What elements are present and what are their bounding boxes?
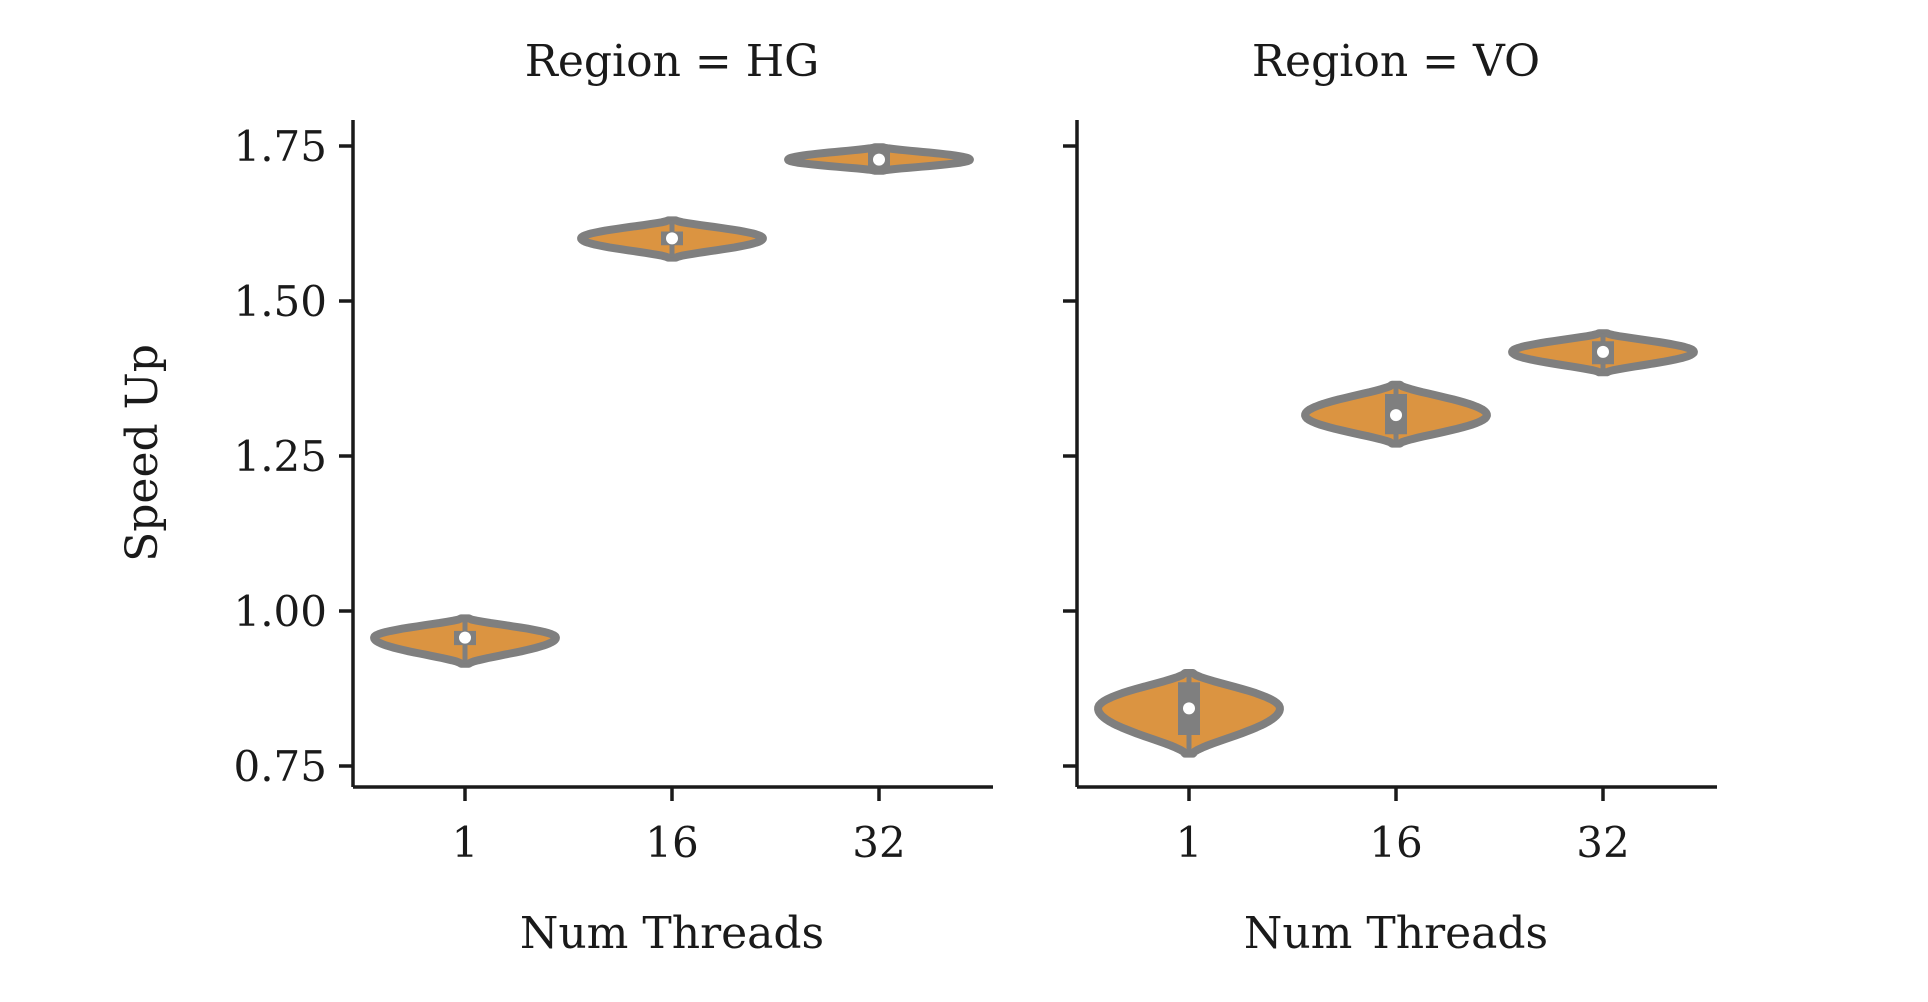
y-tick-label: 0.75: [233, 742, 327, 791]
x-axis-label-vo: Num Threads: [1244, 908, 1548, 959]
x-ticks-hg: 1 16 32: [452, 787, 906, 867]
violin-16: [577, 216, 767, 262]
panel-vo: Region = VO 1 16 32 Num Threads: [1063, 36, 1717, 959]
y-ticks-hg: 0.75 1.00 1.25 1.50 1.75: [233, 122, 353, 791]
y-tick-label: 1.25: [233, 432, 327, 481]
x-tick-label: 1: [1176, 818, 1203, 867]
violin-median-point: [459, 631, 471, 644]
violin-32: [1508, 329, 1698, 377]
violins-hg: [370, 143, 974, 668]
x-tick-label: 16: [645, 818, 698, 867]
violin-median-point: [1390, 409, 1402, 422]
panel-hg: Region = HG 0.75 1.00 1.25 1.50 1.75 1 16 32 N…: [117, 36, 993, 959]
x-tick-label: 32: [852, 818, 905, 867]
violin-median-point: [873, 153, 885, 166]
violins-vo: [1094, 329, 1698, 758]
violin-16: [1301, 380, 1491, 448]
y-tick-label: 1.00: [233, 587, 327, 636]
x-tick-label: 32: [1576, 818, 1629, 867]
panel-title-hg: Region = HG: [525, 36, 820, 87]
y-tick-label: 1.75: [233, 122, 327, 171]
y-tick-label: 1.50: [233, 277, 327, 326]
violin-median-point: [666, 232, 678, 245]
x-ticks-vo: 1 16 32: [1176, 787, 1630, 867]
x-tick-label: 1: [452, 818, 479, 867]
violin-median-point: [1597, 345, 1609, 358]
y-axis-label: Speed Up: [117, 344, 168, 562]
x-axis-label-hg: Num Threads: [520, 908, 824, 959]
y-ticks-vo: [1063, 144, 1077, 768]
x-tick-label: 16: [1369, 818, 1422, 867]
violin-median-point: [1183, 702, 1195, 715]
violin-1: [1094, 669, 1284, 758]
violin-1: [370, 614, 560, 668]
panel-title-vo: Region = VO: [1252, 36, 1540, 87]
violin-32: [784, 143, 974, 175]
